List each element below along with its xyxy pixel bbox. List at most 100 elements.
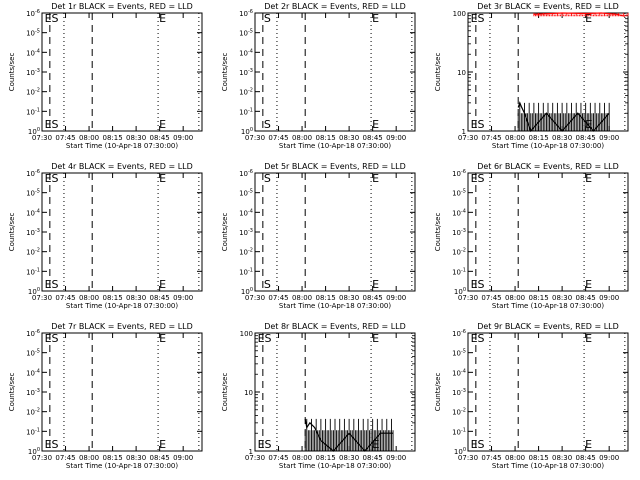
plot-frame — [41, 12, 203, 132]
annotation-label-top: S — [264, 12, 271, 25]
panel-title: Det 6r BLACK = Events, RED = LLD — [477, 162, 619, 171]
annotation-label-bottom: ES — [471, 118, 485, 131]
y-tick-label: 10-3 — [452, 388, 466, 397]
y-tick-label: 10-1 — [452, 427, 466, 436]
x-tick-label: 07:30 — [458, 454, 478, 462]
x-tick-label: 08:30 — [126, 294, 146, 302]
x-tick-label: 09:00 — [173, 294, 193, 302]
annotation-label-top: E — [372, 12, 379, 25]
plot-frame — [41, 172, 203, 292]
y-tick-label: 10-6 — [26, 9, 40, 18]
x-tick-label: 08:00 — [505, 454, 525, 462]
y-tick-label: 100 — [28, 287, 40, 296]
x-tick-label: 09:00 — [173, 134, 193, 142]
panel-title: Det 8r BLACK = Events, RED = LLD — [264, 322, 406, 331]
y-tick-label: 10-3 — [239, 68, 253, 77]
y-tick-label: 10-5 — [239, 189, 253, 198]
y-tick-label: 10-6 — [452, 329, 466, 338]
x-tick-label: 07:45 — [55, 454, 75, 462]
detector-panel-9: Det 9r BLACK = Events, RED = LLD 100 10-1 1… — [434, 322, 629, 470]
x-tick-label: 07:45 — [55, 294, 75, 302]
x-tick-label: 08:00 — [505, 294, 525, 302]
x-tick-label: 08:45 — [363, 294, 383, 302]
y-tick-label: 10-6 — [26, 329, 40, 338]
annotation-label-bottom: S — [264, 278, 271, 291]
y-axis-label: Counts/sec — [434, 373, 442, 412]
y-axis-label: Counts/sec — [221, 373, 229, 412]
y-tick-label: 100 — [28, 447, 40, 456]
x-tick-label: 09:00 — [599, 134, 619, 142]
y-tick-label: 10-3 — [26, 228, 40, 237]
annotation-label-bottom: ES — [471, 438, 485, 451]
y-tick-label: 10-5 — [452, 189, 466, 198]
y-tick-label: 10-2 — [26, 408, 40, 417]
y-tick-label: 10-1 — [26, 107, 40, 116]
plot-frame — [254, 12, 416, 132]
x-tick-label: 07:45 — [481, 454, 501, 462]
annotation-label-top: ES — [45, 12, 59, 25]
x-axis-label: Start Time (10-Apr-18 07:30:00) — [492, 302, 604, 310]
annotation-label-bottom: E — [372, 118, 379, 131]
x-tick-label: 07:45 — [268, 294, 288, 302]
panel-title: Det 7r BLACK = Events, RED = LLD — [51, 322, 193, 331]
plot-frame — [467, 332, 629, 452]
detector-panel-1: Det 1r BLACK = Events, RED = LLD 100 10-1 1… — [8, 2, 203, 150]
annotation-label-bottom: ES — [45, 438, 59, 451]
x-tick-label: 07:45 — [268, 134, 288, 142]
y-tick-label: 10-5 — [26, 29, 40, 38]
x-tick-label: 09:00 — [386, 294, 406, 302]
x-tick-label: 08:45 — [363, 454, 383, 462]
x-tick-label: 08:45 — [363, 134, 383, 142]
annotation-label-bottom: E — [585, 438, 592, 451]
annotation-label-bottom: E — [159, 278, 166, 291]
y-axis-label: Counts/sec — [221, 53, 229, 92]
y-tick-label: 100 — [453, 10, 466, 18]
annotation-label-top: E — [585, 172, 592, 185]
x-tick-label: 08:00 — [79, 134, 99, 142]
x-axis-label: Start Time (10-Apr-18 07:30:00) — [66, 142, 178, 150]
y-axis-label: Counts/sec — [434, 213, 442, 252]
x-tick-label: 08:30 — [126, 454, 146, 462]
annotation-label-top: ES — [471, 12, 485, 25]
x-tick-label: 08:15 — [102, 134, 122, 142]
x-tick-label: 08:30 — [552, 134, 572, 142]
x-tick-label: 08:45 — [150, 134, 170, 142]
plot-frame — [467, 172, 629, 292]
y-tick-label: 100 — [28, 127, 40, 136]
x-tick-label: 08:15 — [315, 454, 335, 462]
annotation-label-bottom: E — [159, 118, 166, 131]
x-tick-label: 09:00 — [386, 134, 406, 142]
y-tick-label: 10-4 — [26, 48, 40, 57]
x-tick-label: 07:30 — [458, 294, 478, 302]
x-tick-label: 07:30 — [458, 134, 478, 142]
detector-panel-5: Det 5r BLACK = Events, RED = LLD 100 10-1 1… — [221, 162, 416, 310]
x-tick-label: 08:00 — [505, 134, 525, 142]
x-tick-label: 08:30 — [339, 134, 359, 142]
panel-title: Det 1r BLACK = Events, RED = LLD — [51, 2, 193, 11]
y-tick-label: 1 — [462, 128, 466, 136]
y-tick-label: 10-1 — [239, 267, 253, 276]
y-axis-label: Counts/sec — [8, 373, 16, 412]
x-tick-label: 07:30 — [245, 454, 265, 462]
x-tick-label: 09:00 — [386, 454, 406, 462]
annotation-label-top: E — [372, 172, 379, 185]
plot-frame — [41, 332, 203, 452]
x-tick-label: 08:45 — [576, 134, 596, 142]
x-tick-label: 08:45 — [150, 454, 170, 462]
y-tick-label: 10-1 — [26, 427, 40, 436]
y-tick-label: 10 — [457, 69, 466, 77]
annotation-label-bottom: ES — [471, 278, 485, 291]
x-axis-label: Start Time (10-Apr-18 07:30:00) — [279, 302, 391, 310]
x-tick-label: 08:15 — [102, 454, 122, 462]
x-axis-label: Start Time (10-Apr-18 07:30:00) — [492, 462, 604, 470]
x-axis-label: Start Time (10-Apr-18 07:30:00) — [66, 462, 178, 470]
annotation-label-bottom: E — [159, 438, 166, 451]
annotation-label-top: E — [159, 12, 166, 25]
annotation-label-top: E — [159, 332, 166, 345]
annotation-label-top: ES — [45, 332, 59, 345]
panel-title: Det 2r BLACK = Events, RED = LLD — [264, 2, 406, 11]
plot-frame — [254, 172, 416, 292]
y-tick-label: 10-4 — [26, 368, 40, 377]
y-tick-label: 100 — [454, 447, 466, 456]
y-tick-label: 10-3 — [26, 388, 40, 397]
